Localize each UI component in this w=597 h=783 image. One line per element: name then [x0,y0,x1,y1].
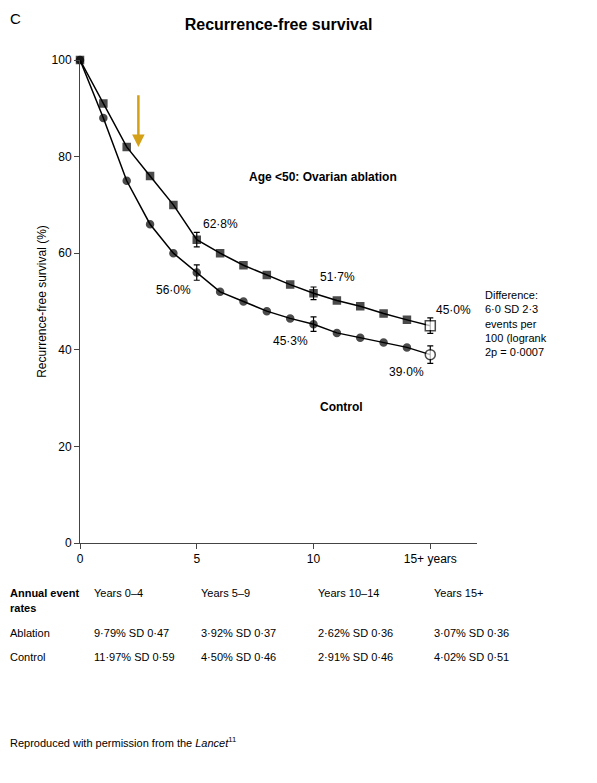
svg-text:Recurrence-free survival: Recurrence-free survival [185,16,373,33]
svg-text:Difference:6·0 SD 2·3events pe: Difference:6·0 SD 2·3events per100 (logr… [485,289,547,358]
svg-text:4·02% SD 0·51: 4·02% SD 0·51 [434,651,509,663]
svg-text:Reproduced with permission fro: Reproduced with permission from the Lanc… [10,735,236,749]
svg-text:0: 0 [65,536,72,550]
svg-text:80: 80 [58,150,72,164]
svg-text:51·7%: 51·7% [320,270,355,284]
svg-text:rates: rates [10,602,36,614]
svg-text:3·92% SD 0·37: 3·92% SD 0·37 [201,627,276,639]
svg-text:45·3%: 45·3% [273,334,308,348]
svg-text:2·62% SD 0·36: 2·62% SD 0·36 [318,627,393,639]
svg-text:10: 10 [307,552,321,566]
svg-text:100: 100 [52,53,72,67]
svg-text:Age <50: Ovarian ablation: Age <50: Ovarian ablation [249,170,397,184]
svg-text:9·79% SD 0·47: 9·79% SD 0·47 [94,627,169,639]
svg-text:Control: Control [10,651,45,663]
svg-text:15+ years: 15+ years [404,552,457,566]
svg-text:11·97% SD 0·59: 11·97% SD 0·59 [94,651,175,663]
svg-text:Years 0–4: Years 0–4 [94,587,143,599]
svg-text:20: 20 [58,440,72,454]
svg-text:62·8%: 62·8% [203,217,238,231]
svg-text:Ablation: Ablation [10,627,50,639]
svg-text:4·50% SD 0·46: 4·50% SD 0·46 [201,651,276,663]
svg-text:Control: Control [320,400,363,414]
svg-text:C: C [10,10,21,27]
svg-text:60: 60 [58,246,72,260]
svg-text:2·91% SD 0·46: 2·91% SD 0·46 [318,651,393,663]
svg-text:Years 15+: Years 15+ [434,587,483,599]
svg-text:Years 10–14: Years 10–14 [318,587,379,599]
svg-text:3·07% SD 0·36: 3·07% SD 0·36 [434,627,509,639]
svg-text:Annual event: Annual event [10,587,79,599]
svg-text:45·0%: 45·0% [436,303,471,317]
svg-text:5: 5 [193,552,200,566]
svg-text:39·0%: 39·0% [389,365,424,379]
svg-text:Years 5–9: Years 5–9 [201,587,250,599]
svg-text:Recurrence-free survival (%): Recurrence-free survival (%) [35,225,49,378]
svg-text:0: 0 [77,552,84,566]
svg-text:56·0%: 56·0% [156,283,191,297]
svg-text:40: 40 [58,343,72,357]
